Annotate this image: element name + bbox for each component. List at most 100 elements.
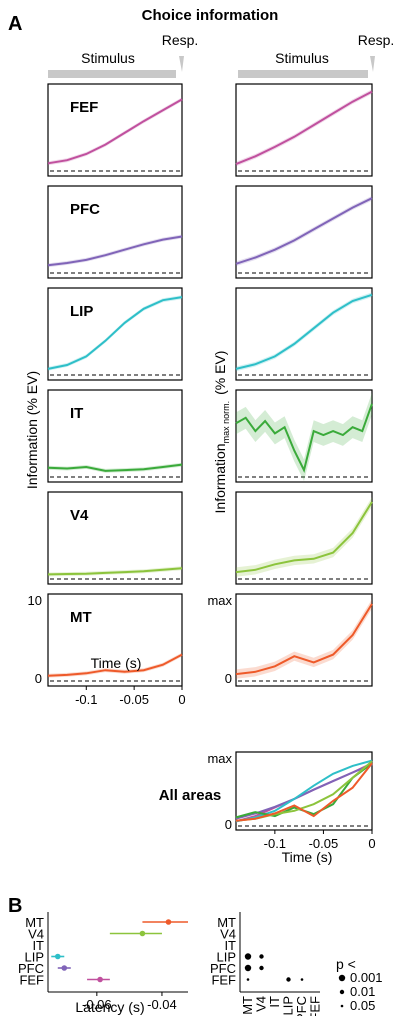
left-xaxis-tick-label-2: 0 xyxy=(178,692,185,707)
left-col-fef-band xyxy=(48,97,182,166)
right-y-tick-0: max xyxy=(207,593,232,608)
latency-point-lip xyxy=(54,953,61,960)
resp-marker-left xyxy=(179,56,184,72)
matrix-dot-fef-pfc xyxy=(300,978,304,981)
right-col-fef-band xyxy=(236,89,372,167)
matrix-col-label-it: IT xyxy=(267,996,282,1008)
right-col-lip-line xyxy=(235,293,373,370)
resp-label-right: Resp. xyxy=(358,32,395,48)
right-time-label: Time (s) xyxy=(282,849,333,865)
all-areas-line-it xyxy=(235,762,373,819)
right-col-pfc-band xyxy=(236,195,372,267)
latency-row-label-fef: FEF xyxy=(19,973,44,988)
right-col-fef-frame xyxy=(235,83,373,177)
right-col-pfc-frame xyxy=(235,185,373,279)
left-column-plots: FEF PFC LIP IT V4 MT 10 0 xyxy=(28,83,183,687)
left-col-fef-line xyxy=(47,98,183,165)
right-y-axis-main: Information xyxy=(212,443,228,513)
panel-a-label: A xyxy=(8,13,22,35)
left-col-fef-label: FEF xyxy=(70,99,98,116)
stimulus-bar-left xyxy=(48,70,176,78)
stimulus-bar-right xyxy=(238,70,368,78)
right-column-plots: max 0 xyxy=(207,83,373,687)
matrix-col-label-lip: LIP xyxy=(281,996,296,1016)
left-col-it-label: IT xyxy=(70,405,83,422)
matrix-col-label-mt: MT xyxy=(240,996,255,1015)
left-y-tick-0: 10 xyxy=(28,593,42,608)
right-col-pfc-line xyxy=(235,197,373,265)
right-xaxis-tick-label-0: -0.1 xyxy=(264,836,286,851)
left-y-tick-1: 0 xyxy=(35,671,42,686)
all-areas-y-tick-0: max xyxy=(207,751,232,766)
matrix-col-label-v4: V4 xyxy=(254,996,269,1012)
left-col-lip-line xyxy=(47,296,183,370)
left-col-it-band xyxy=(48,462,182,473)
left-col-mt-line xyxy=(47,653,183,677)
right-col-lip-band xyxy=(236,292,372,372)
matrix-col-label-fef: FEF xyxy=(308,996,323,1016)
matrix-row-label-v4: V4 xyxy=(220,927,236,942)
matrix-dot-fef-mt xyxy=(246,978,250,981)
left-col-v4-frame xyxy=(47,491,183,585)
right-col-fef-line xyxy=(235,90,373,166)
left-col-v4-label: V4 xyxy=(70,507,89,524)
left-col-it-line xyxy=(47,463,183,472)
right-col-lip-frame xyxy=(235,287,373,381)
right-col-it-band xyxy=(236,392,372,481)
matrix-dot-pfc-mt xyxy=(244,964,252,972)
left-col-lip-label: LIP xyxy=(70,303,93,320)
all-areas-line-mt xyxy=(235,762,373,822)
figure-title: Choice information xyxy=(142,7,279,24)
matrix-dot-pfc-v4 xyxy=(259,965,264,971)
p-legend-dot-1 xyxy=(339,989,345,995)
all-areas-plot: max 0 xyxy=(207,751,373,832)
left-xaxis-tick-label-0: -0.1 xyxy=(75,692,97,707)
latency-point-pfc xyxy=(61,965,68,971)
latency-row-label-v4: V4 xyxy=(28,927,44,942)
stimulus-label-right: Stimulus xyxy=(275,50,329,66)
latency-row-label-mt: MT xyxy=(25,915,44,930)
resp-marker-right xyxy=(370,56,375,72)
p-legend-title: p < xyxy=(336,956,356,972)
left-col-it-frame xyxy=(47,389,183,483)
left-col-lip-frame xyxy=(47,287,183,381)
latency-row-label-lip: LIP xyxy=(24,950,44,965)
right-y-axis-sub: max norm. xyxy=(221,401,231,444)
left-col-fef-frame xyxy=(47,83,183,177)
stimulus-label-left: Stimulus xyxy=(81,50,135,66)
latency-tick-label-1: -0.04 xyxy=(147,997,177,1012)
matrix-col-label-pfc: PFC xyxy=(294,996,309,1016)
resp-label-left: Resp. xyxy=(162,32,199,48)
right-y-axis-label: Informationmax norm. (% EV) xyxy=(212,351,231,514)
latency-tick-label-0: -0.06 xyxy=(82,997,112,1012)
matrix-row-label-fef: FEF xyxy=(211,973,236,988)
matrix-row-label-it: IT xyxy=(224,938,236,953)
all-areas-line-lip xyxy=(235,759,373,823)
right-col-mt-frame xyxy=(235,593,373,687)
matrix-row-label-pfc: PFC xyxy=(210,961,236,976)
matrix-dot-lip-v4 xyxy=(259,954,264,959)
left-col-mt-frame xyxy=(47,593,183,687)
right-col-mt-band xyxy=(236,599,372,679)
matrix-row-label-lip: LIP xyxy=(216,950,236,965)
right-col-it-line xyxy=(235,403,373,473)
left-col-v4-line xyxy=(47,567,183,576)
left-col-pfc-frame xyxy=(47,185,183,279)
all-areas-y-tick-1: 0 xyxy=(225,817,232,832)
left-y-axis-label: Information (% EV) xyxy=(24,371,40,489)
matrix-dot-lip-mt xyxy=(244,953,252,960)
right-col-v4-frame xyxy=(235,491,373,585)
left-xaxis-tick-label-1: -0.05 xyxy=(119,692,149,707)
left-col-pfc-line xyxy=(47,235,183,267)
latency-axis-label: Latency (s) xyxy=(75,999,144,1015)
matrix-dot-fef-lip xyxy=(286,977,291,982)
left-time-axis: -0.1 -0.05 0 xyxy=(75,686,186,707)
left-col-pfc-label: PFC xyxy=(70,201,100,218)
right-y-tick-1: 0 xyxy=(225,671,232,686)
latency-row-label-pfc: PFC xyxy=(18,961,44,976)
right-xaxis-tick-label-1: -0.05 xyxy=(309,836,339,851)
